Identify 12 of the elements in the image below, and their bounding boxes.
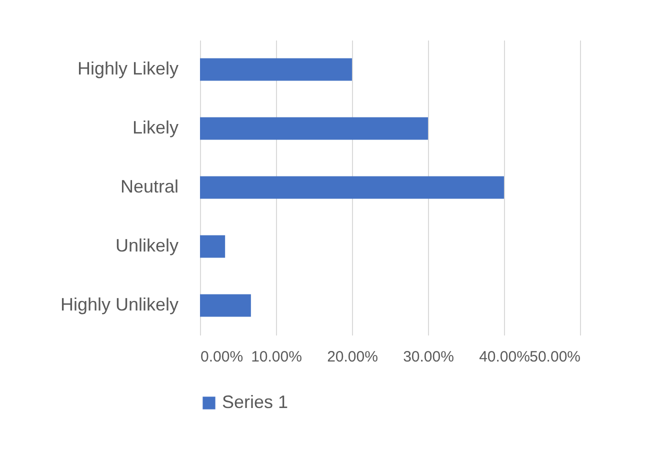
x-tick-label: 10.00% bbox=[251, 348, 302, 366]
x-tick-label: 30.00% bbox=[403, 348, 454, 366]
y-tick-label: Highly Likely bbox=[77, 58, 178, 78]
x-tick-label: 50.00% bbox=[530, 348, 580, 366]
y-tick-label: Likely bbox=[132, 118, 178, 138]
y-tick-label: Unlikely bbox=[115, 236, 178, 256]
x-tick-label: 20.00% bbox=[327, 348, 378, 366]
x-tick-label: 40.00% bbox=[479, 348, 530, 366]
x-tick-label: 0.00% bbox=[200, 348, 244, 366]
y-tick-label: Neutral bbox=[120, 176, 178, 196]
legend-label: Series 1 bbox=[222, 392, 288, 412]
y-tick-label: Highly Unlikely bbox=[60, 294, 178, 314]
